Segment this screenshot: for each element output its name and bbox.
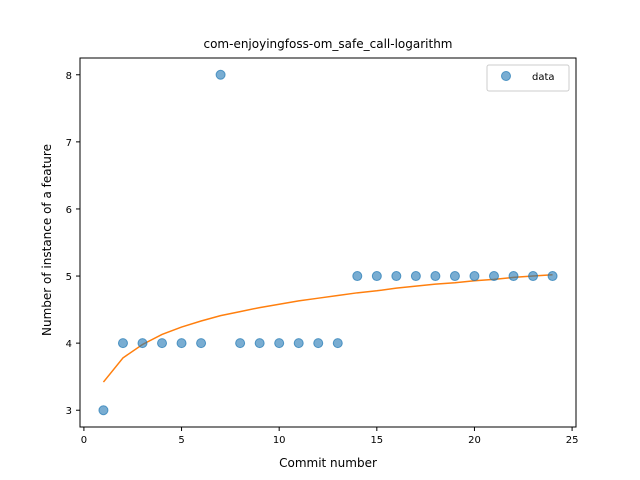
data-point <box>117 338 128 349</box>
data-point <box>254 338 265 349</box>
data-point <box>274 338 285 349</box>
data-point <box>430 271 441 282</box>
chart-title: com-enjoyingfoss-om_safe_call-logarithm <box>203 37 452 51</box>
data-point <box>547 271 558 282</box>
data-point <box>313 338 324 349</box>
x-axis-title: Commit number <box>279 456 377 470</box>
data-point <box>293 338 304 349</box>
legend-frame <box>486 64 570 92</box>
y-tick-label: 7 <box>66 138 72 149</box>
data-point <box>196 338 207 349</box>
y-tick-label: 6 <box>66 205 72 216</box>
data-point <box>352 271 363 282</box>
legend: data <box>486 64 570 92</box>
data-point <box>469 271 480 282</box>
data-point <box>157 338 168 349</box>
y-tick-label: 3 <box>66 406 72 417</box>
legend-label-data: data <box>532 72 555 83</box>
data-point <box>98 405 109 416</box>
data-point <box>176 338 187 349</box>
plot-area: 0 5 10 15 20 25 3 4 5 6 7 8 <box>66 57 579 446</box>
data-point <box>410 271 421 282</box>
y-axis-title: Number of instance of a feature <box>40 144 54 336</box>
data-point <box>215 69 226 80</box>
x-tick-label: 20 <box>468 435 481 446</box>
legend-marker-data <box>501 71 511 81</box>
data-point <box>371 271 382 282</box>
data-point <box>449 271 460 282</box>
x-tick-label: 15 <box>370 435 383 446</box>
axes-frame <box>79 57 577 428</box>
data-point <box>508 271 519 282</box>
fit-line <box>102 273 553 383</box>
y-tick-label: 4 <box>66 339 72 350</box>
y-tick-label: 5 <box>66 272 72 283</box>
data-point <box>488 271 499 282</box>
x-tick-label: 10 <box>273 435 286 446</box>
data-point <box>332 338 343 349</box>
data-point <box>528 271 539 282</box>
data-point <box>137 338 148 349</box>
x-tick-label: 5 <box>178 435 184 446</box>
x-tick-label: 25 <box>566 435 579 446</box>
data-point <box>391 271 402 282</box>
x-tick-label: 0 <box>81 435 87 446</box>
y-tick-label: 8 <box>66 71 72 82</box>
data-point <box>235 338 246 349</box>
